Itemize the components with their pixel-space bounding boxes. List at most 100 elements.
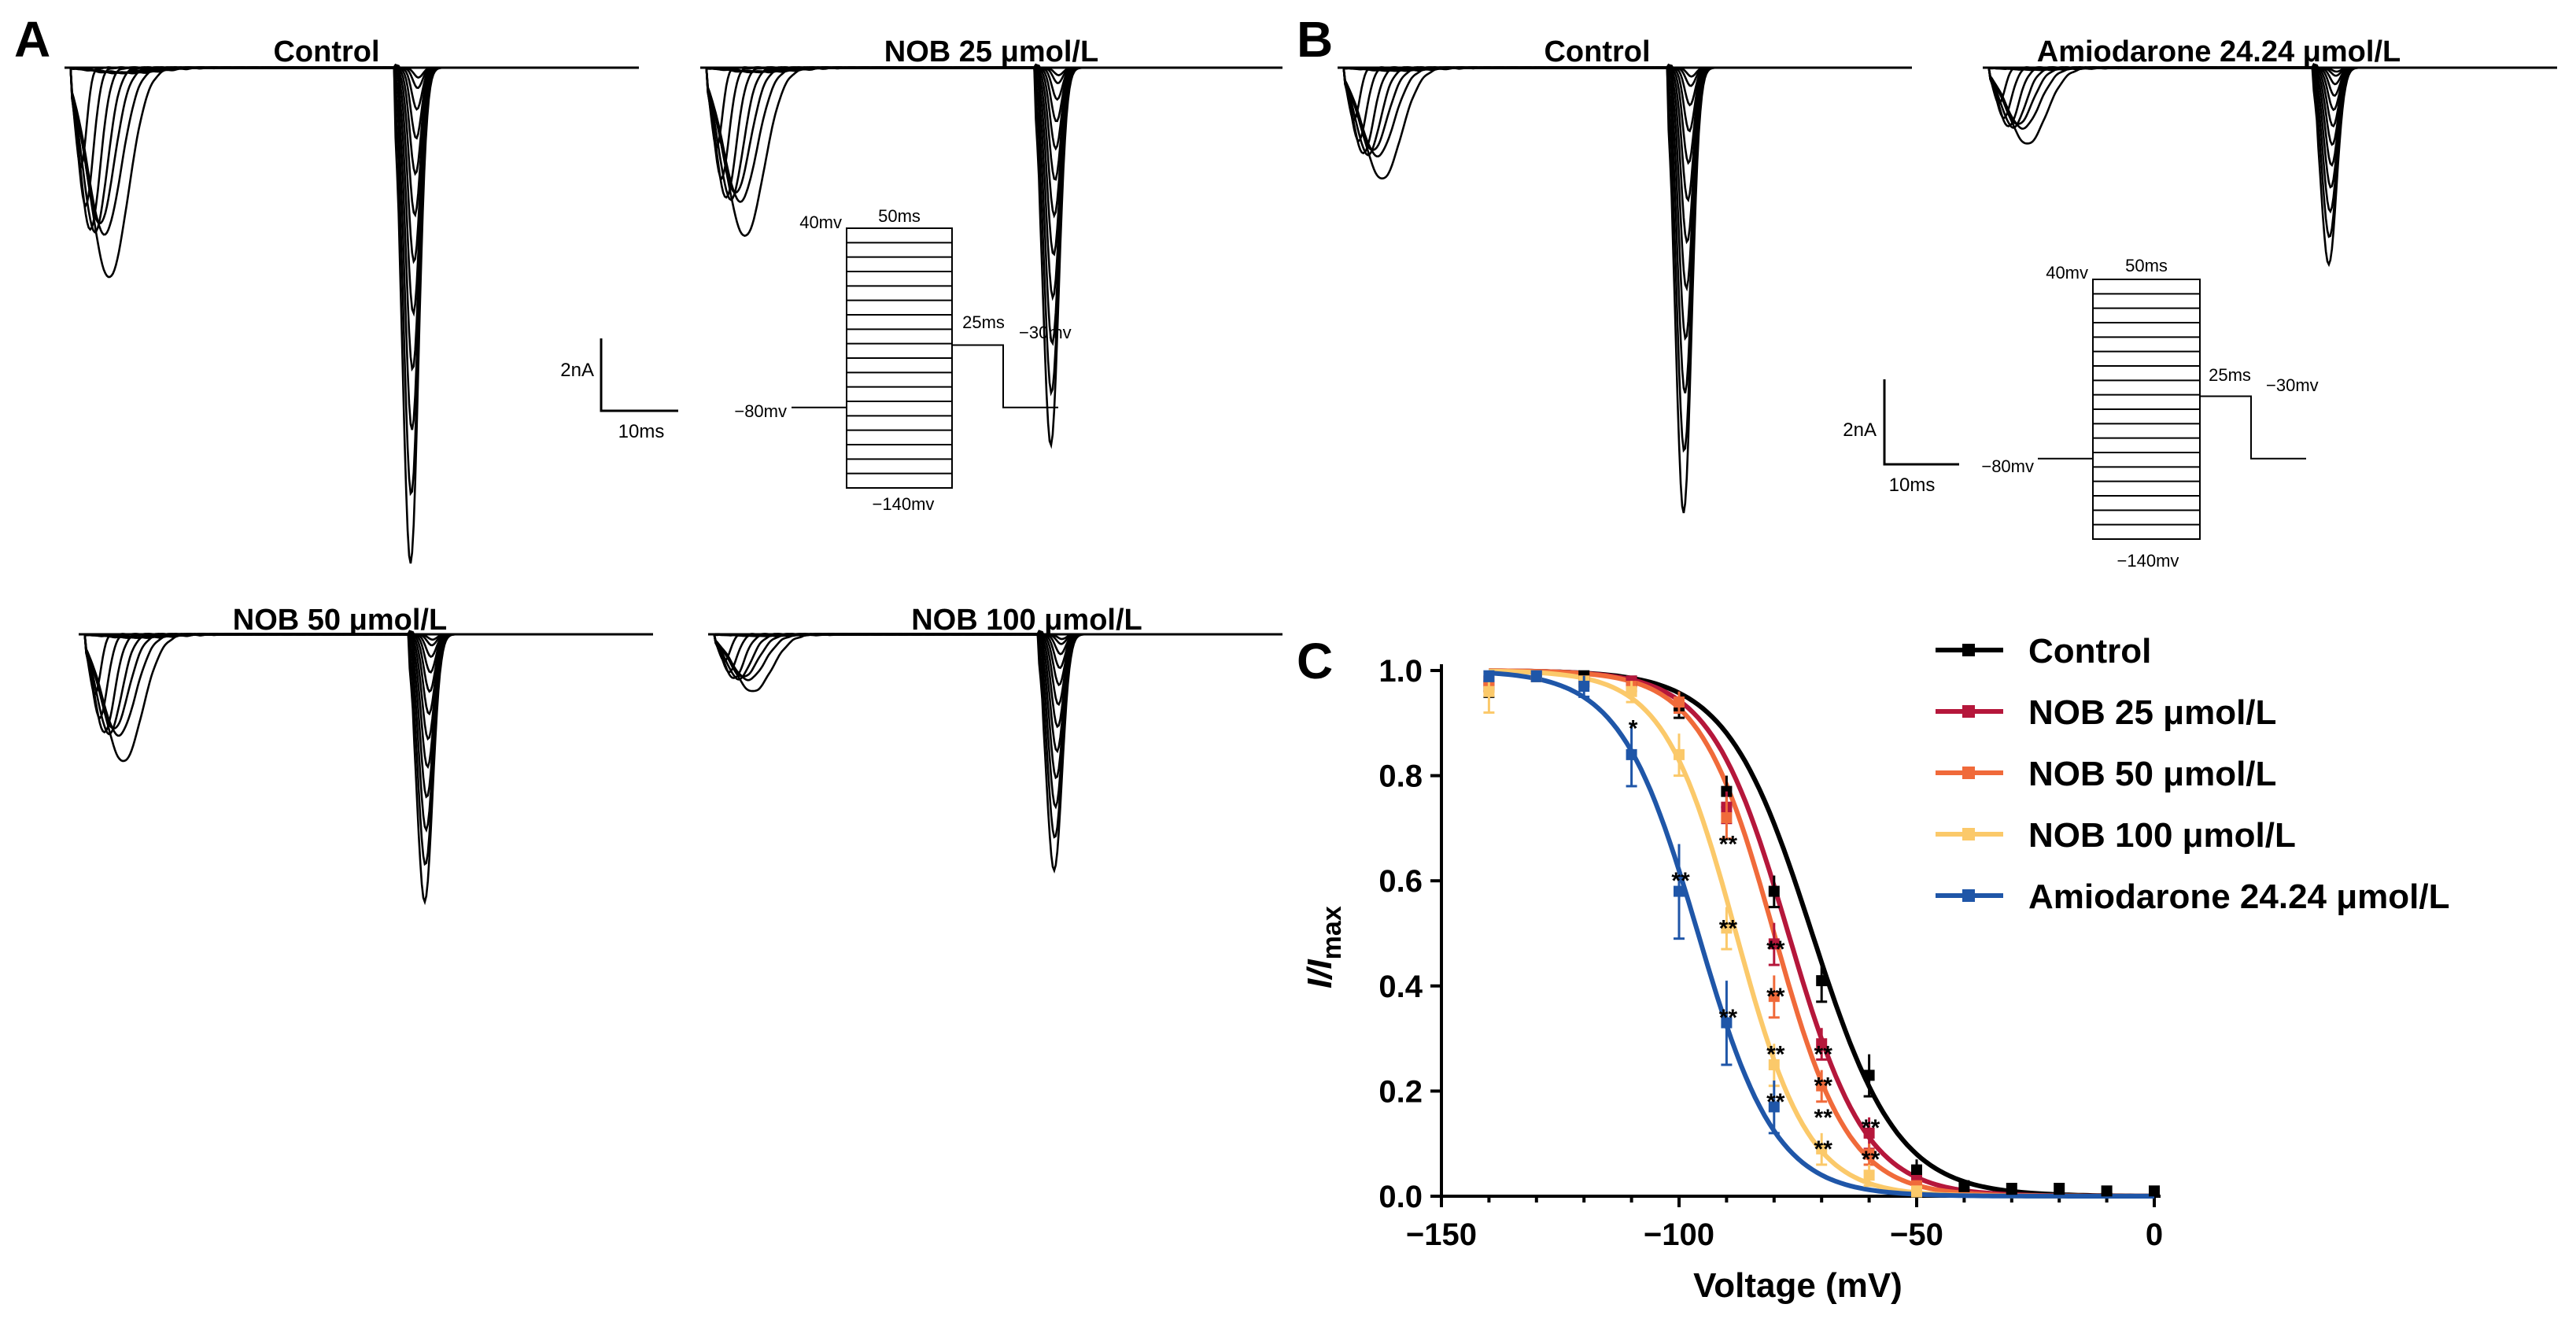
x-tick-label: 0 [2146, 1217, 2163, 1252]
data-point [1911, 1164, 1922, 1176]
current-sweep [708, 633, 1282, 780]
current-sweep [65, 63, 639, 279]
x-axis-title: Voltage (mV) [1693, 1266, 1902, 1305]
protocol-b-top: 40mv [2046, 263, 2088, 283]
current-sweep [1338, 66, 1912, 393]
y-tick-label: 0.8 [1378, 759, 1423, 794]
current-sweep [79, 630, 653, 674]
chart-legend: Control NOB 25 μmol/L NOB 50 μmol/L NOB 100… [1936, 632, 2450, 916]
current-sweep [700, 66, 1282, 449]
data-point [1768, 1101, 1780, 1113]
significance-mark: ** [1766, 1042, 1785, 1068]
data-point [1863, 1169, 1875, 1181]
current-sweep [1983, 62, 2557, 146]
panel-a-nob100: NOB 100 μmol/L [708, 604, 1282, 874]
data-point [1816, 975, 1828, 987]
trace-title-b-control: Control [1544, 35, 1650, 68]
data-point [1768, 991, 1780, 1003]
panel-b-control: Control [1338, 35, 1912, 514]
current-sweep [1338, 64, 1912, 165]
legend-swatch-marker [1962, 767, 1975, 779]
chart-axes: 0.0 0.2 0.4 0.6 0.8 1.0 −150 −100 −50 0 Voltage (m… [1301, 654, 2163, 1305]
current-sweep [700, 66, 1282, 397]
y-tick-label: 0.0 [1378, 1180, 1423, 1214]
current-sweep [700, 64, 1282, 123]
trace-title-a-nob25: NOB 25 μmol/L [884, 35, 1098, 68]
current-sweep [79, 633, 653, 906]
protocol-a-test-duration: 25ms [962, 312, 1005, 332]
panel-a-nob50: NOB 50 μmol/L [79, 604, 653, 906]
current-trace-b-control [1338, 63, 1912, 514]
data-point [2054, 1182, 2065, 1194]
current-sweep [708, 630, 1282, 754]
significance-mark: ** [1766, 937, 1785, 962]
scale-bar-b-current: 2nA [1843, 419, 1877, 441]
current-sweep [65, 66, 639, 497]
panel-b-letter: B [1297, 11, 1333, 68]
current-sweep [700, 66, 1282, 257]
significance-mark: ** [1814, 1136, 1833, 1162]
protocol-a-top: 40mv [799, 212, 842, 232]
trace-title-a-nob50: NOB 50 μmol/L [233, 604, 447, 637]
protocol-diagram-b: 40mv 50ms −140mv −80mv 25ms −30mv [1981, 256, 2318, 571]
protocol-a-lines [792, 227, 1058, 489]
chart-data-points [1483, 670, 2160, 1198]
data-point [1721, 922, 1733, 934]
scale-bar-b-lines [1883, 379, 1959, 466]
panel-c-letter: C [1297, 633, 1333, 689]
significance-mark: ** [1814, 1073, 1833, 1099]
trace-title-b-amiodarone: Amiodarone 24.24 μmol/L [2037, 35, 2401, 68]
current-sweep [1338, 66, 1912, 453]
current-sweep [1338, 66, 1912, 514]
current-sweep [700, 63, 1282, 237]
y-tick-label: 0.6 [1378, 864, 1423, 899]
y-axis-title-sub: max [1317, 906, 1347, 959]
legend-swatch-marker [1962, 705, 1975, 718]
data-point [1863, 1148, 1875, 1160]
panel-a-letter: A [14, 11, 50, 68]
trace-title-a-control: Control [273, 35, 379, 68]
significance-mark: ** [1814, 1042, 1833, 1068]
current-sweep [79, 630, 653, 741]
current-sweep [1983, 63, 2557, 168]
current-sweep [79, 633, 653, 866]
scale-bar-a-current: 2nA [560, 360, 594, 381]
current-sweep [1338, 66, 1912, 292]
significance-mark: ** [1719, 915, 1738, 941]
legend-label: NOB 25 μmol/L [2028, 693, 2276, 732]
data-point [1721, 812, 1733, 824]
current-sweep [700, 63, 1282, 219]
current-sweep [79, 633, 653, 799]
data-point [1721, 1017, 1733, 1029]
data-point [1768, 1059, 1780, 1070]
significance-mark: ** [1719, 831, 1738, 857]
panel-b-amiodarone: Amiodarone 24.24 μmol/L [1983, 35, 2557, 268]
current-sweep [1983, 64, 2557, 112]
current-sweep [1338, 64, 1912, 133]
current-trace-a-control [65, 63, 639, 564]
legend-label: Amiodarone 24.24 μmol/L [2028, 877, 2450, 916]
protocol-test-line [952, 344, 1058, 408]
legend-swatch-marker [1962, 889, 1975, 902]
data-point [1530, 670, 1542, 682]
legend-swatch-marker [1962, 828, 1975, 840]
data-point [1816, 1080, 1828, 1092]
current-trace-a-nob50 [79, 630, 653, 906]
protocol-b-bottom: −140mv [2117, 551, 2179, 571]
data-point [1768, 885, 1780, 897]
legend-label: Control [2028, 632, 2151, 671]
protocol-a-hold: −80mv [734, 401, 787, 421]
current-trace-b-amiodarone [1983, 62, 2557, 268]
current-sweep [1983, 66, 2557, 238]
y-axis-title: I/Imax [1301, 906, 1347, 988]
current-sweep [1983, 66, 2557, 214]
significance-mark: ** [1766, 1089, 1785, 1115]
significance-mark: ** [1862, 1147, 1880, 1173]
data-point [1768, 938, 1780, 950]
data-point [1816, 1143, 1828, 1155]
current-sweep [1338, 66, 1912, 342]
panel-a-control: Control [65, 35, 639, 564]
fit-curve-4 [1489, 671, 2154, 1199]
current-sweep [1983, 65, 2557, 189]
current-sweep [65, 64, 639, 176]
